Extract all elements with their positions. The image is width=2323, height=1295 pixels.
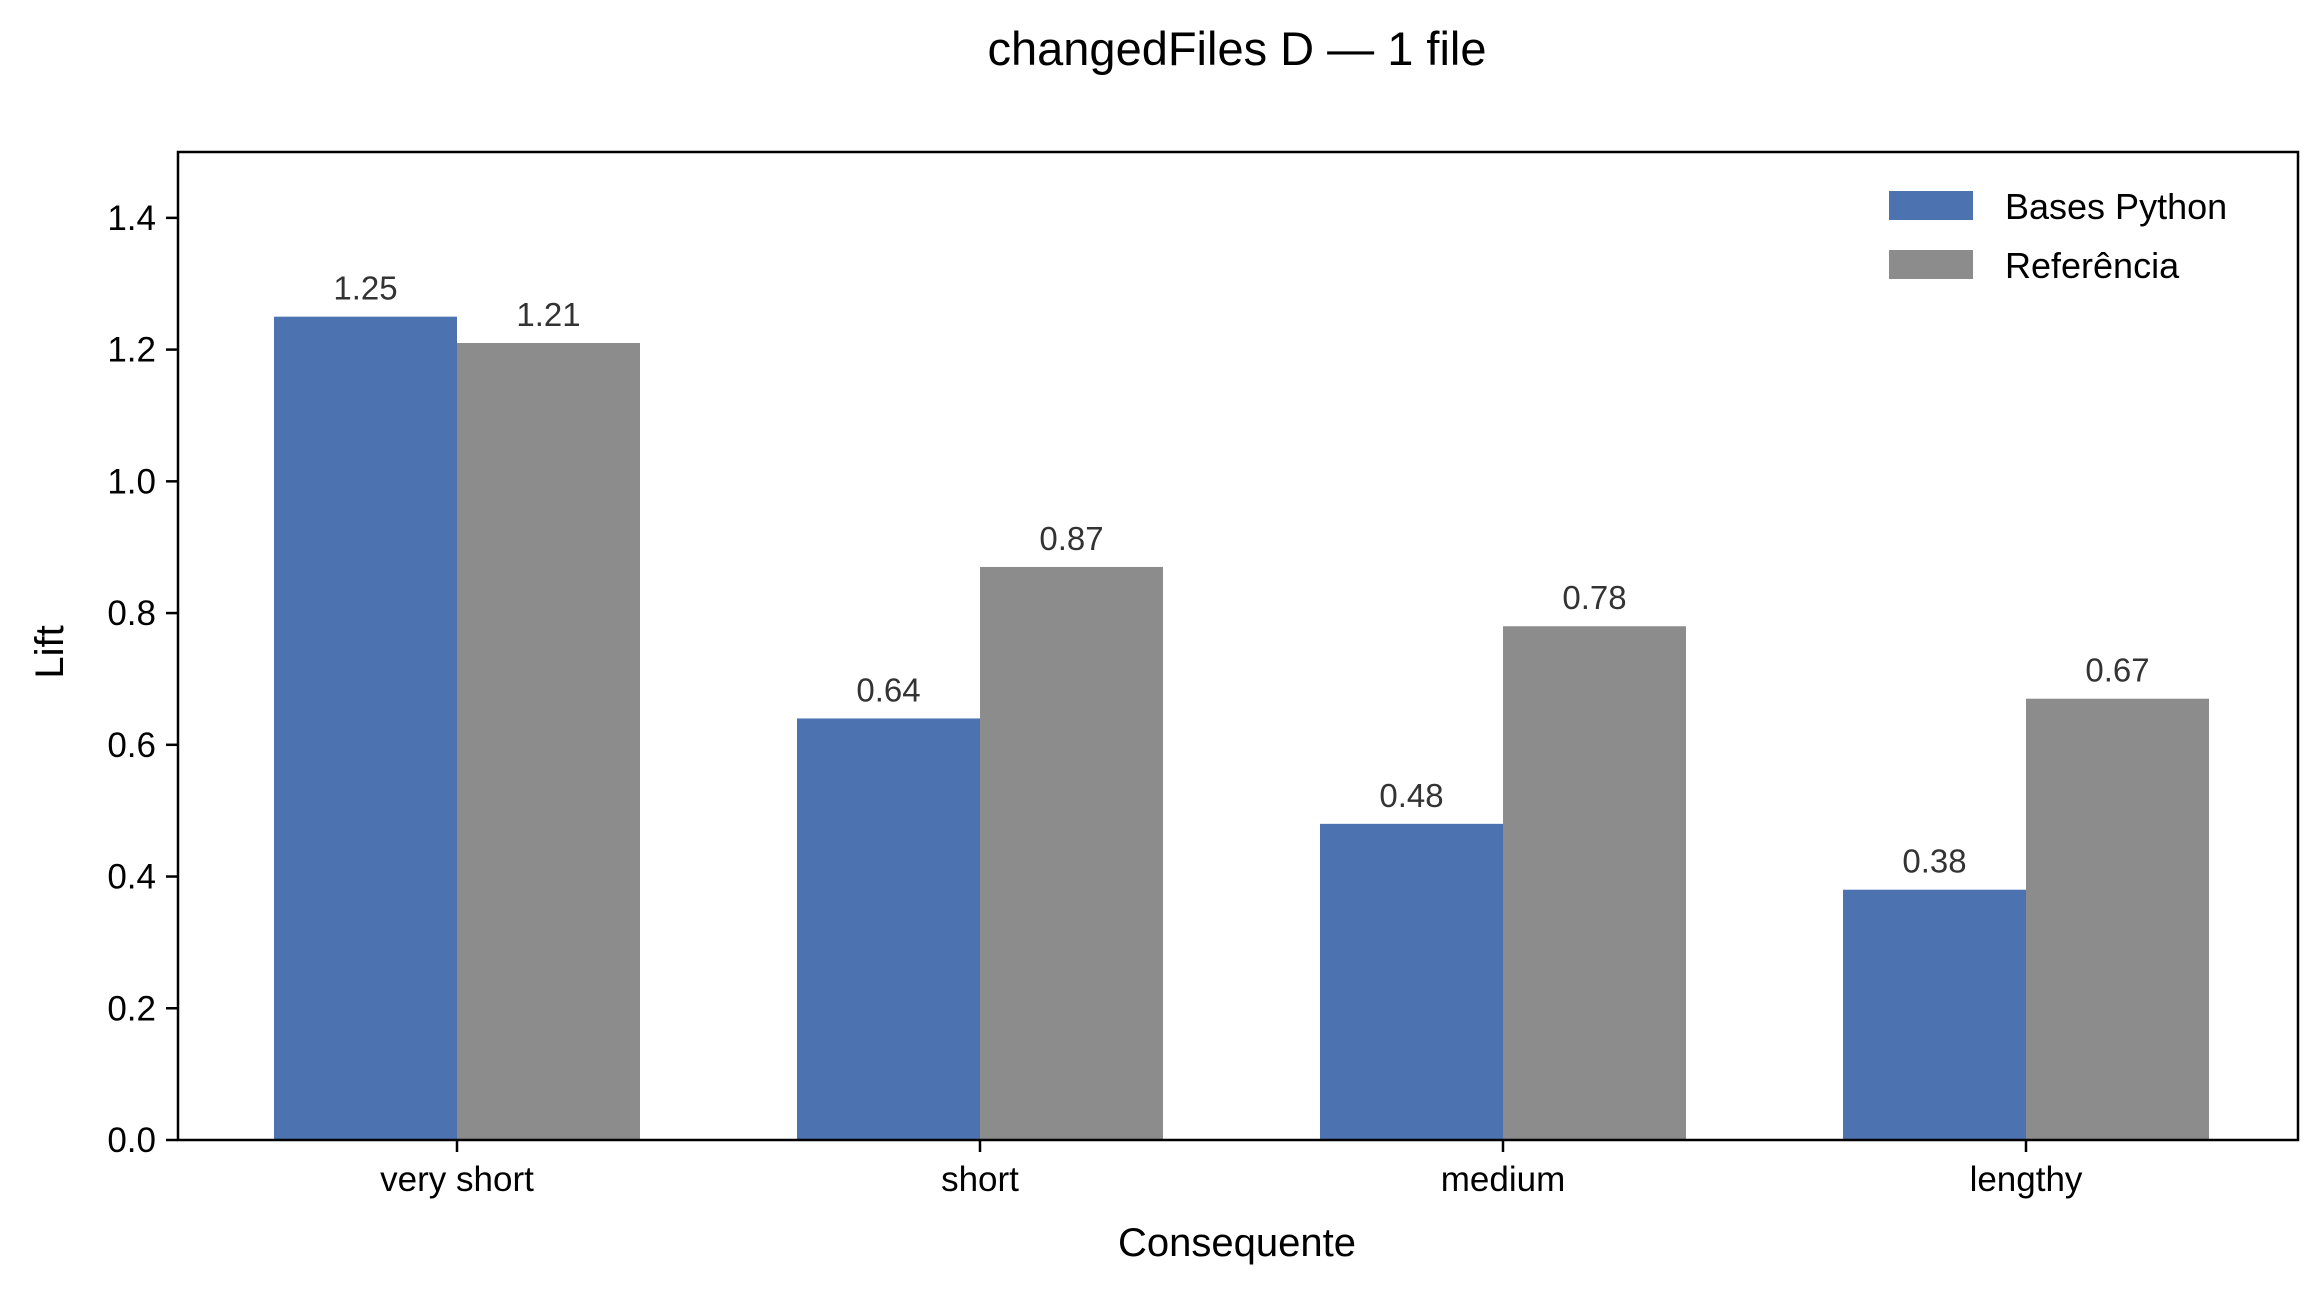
bar-value-label: 0.67: [2085, 652, 2149, 689]
bar: [797, 718, 980, 1140]
x-tick-label: medium: [1441, 1160, 1565, 1199]
bar: [1843, 889, 2026, 1140]
bar: [980, 566, 1163, 1140]
bar-value-label: 0.64: [856, 671, 920, 708]
legend-swatch: [1889, 250, 1973, 279]
y-axis: 0.0 0.2 0.4 0.6 0.8 1.0 1.2 1.4: [107, 199, 178, 1160]
x-axis: very short short medium lengthy: [380, 1140, 2083, 1199]
y-axis-label: Lift: [28, 625, 72, 678]
bar-value-label: 1.21: [516, 296, 580, 333]
bar-value-label: 0.38: [1902, 843, 1966, 880]
legend: Bases Python Referência: [1889, 186, 2227, 286]
y-tick-label: 0.0: [107, 1121, 156, 1160]
bar-value-label: 0.78: [1562, 579, 1626, 616]
x-tick-label: very short: [380, 1160, 534, 1199]
y-tick-label: 0.6: [107, 726, 156, 765]
bar-value-label: 1.25: [333, 270, 397, 307]
y-tick-label: 1.4: [107, 199, 156, 238]
legend-label: Bases Python: [2005, 186, 2227, 227]
bar: [2026, 698, 2209, 1140]
plot-area: 1.25 1.21 0.64 0.87 0.48 0.78 0.38 0.67: [274, 270, 2209, 1141]
x-tick-label: short: [941, 1160, 1019, 1199]
legend-label: Referência: [2005, 245, 2180, 286]
x-tick-label: lengthy: [1970, 1160, 2083, 1199]
plot-frame: [176, 150, 2300, 1142]
y-tick-label: 0.4: [107, 858, 156, 897]
bar: [457, 343, 640, 1141]
bar: [1503, 626, 1686, 1140]
legend-swatch: [1889, 191, 1973, 220]
chart-title: changedFiles D — 1 file: [988, 22, 1487, 75]
y-tick-label: 0.2: [107, 989, 156, 1028]
y-tick-label: 0.8: [107, 594, 156, 633]
bar: [1320, 823, 1503, 1140]
x-axis-label: Consequente: [1118, 1221, 1356, 1265]
y-tick-label: 1.2: [107, 331, 156, 370]
bar: [274, 316, 457, 1141]
y-tick-label: 1.0: [107, 462, 156, 501]
bar-value-label: 0.87: [1039, 520, 1103, 557]
bar-value-label: 0.48: [1379, 777, 1443, 814]
